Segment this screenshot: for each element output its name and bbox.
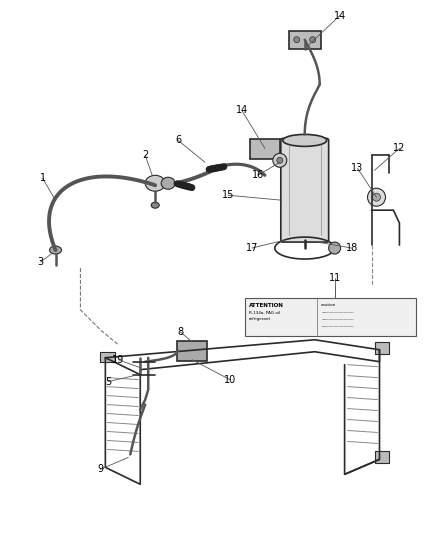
Text: 12: 12 xyxy=(393,143,406,154)
Text: ─────────────: ───────────── xyxy=(321,325,353,329)
Text: 14: 14 xyxy=(236,106,248,116)
Text: 19: 19 xyxy=(112,354,124,365)
Text: 9: 9 xyxy=(97,464,103,474)
Text: 16: 16 xyxy=(252,170,264,180)
Circle shape xyxy=(294,37,300,43)
Circle shape xyxy=(367,188,385,206)
Ellipse shape xyxy=(49,246,61,254)
Ellipse shape xyxy=(151,202,159,208)
Circle shape xyxy=(310,37,316,43)
Circle shape xyxy=(277,157,283,163)
Text: ATTENTION: ATTENTION xyxy=(249,303,284,308)
Text: ─────────────: ───────────── xyxy=(321,318,353,322)
Text: 15: 15 xyxy=(222,190,234,200)
Text: 1: 1 xyxy=(39,173,46,183)
Text: refrigerant: refrigerant xyxy=(249,317,271,321)
FancyBboxPatch shape xyxy=(245,298,417,336)
Text: R-134a, PAG oil: R-134a, PAG oil xyxy=(249,311,280,315)
Text: 5: 5 xyxy=(105,377,112,386)
FancyBboxPatch shape xyxy=(250,140,280,159)
Text: 18: 18 xyxy=(346,243,358,253)
Ellipse shape xyxy=(283,134,327,147)
FancyBboxPatch shape xyxy=(281,139,328,242)
Ellipse shape xyxy=(145,175,165,191)
Text: 8: 8 xyxy=(177,327,183,337)
FancyBboxPatch shape xyxy=(374,342,389,354)
Circle shape xyxy=(273,154,287,167)
Text: 10: 10 xyxy=(224,375,236,385)
Text: caution: caution xyxy=(321,303,336,307)
Text: ─────────────: ───────────── xyxy=(321,311,353,315)
Circle shape xyxy=(372,193,381,201)
Text: 2: 2 xyxy=(142,150,148,160)
FancyBboxPatch shape xyxy=(100,352,115,362)
Text: 11: 11 xyxy=(328,273,341,283)
FancyBboxPatch shape xyxy=(289,31,321,49)
Text: 17: 17 xyxy=(246,243,258,253)
FancyBboxPatch shape xyxy=(177,341,207,361)
Text: 3: 3 xyxy=(38,257,44,267)
Text: 13: 13 xyxy=(351,163,364,173)
FancyBboxPatch shape xyxy=(374,451,389,463)
Text: 14: 14 xyxy=(333,11,346,21)
Circle shape xyxy=(328,242,341,254)
Ellipse shape xyxy=(161,177,175,189)
Text: 6: 6 xyxy=(175,135,181,146)
